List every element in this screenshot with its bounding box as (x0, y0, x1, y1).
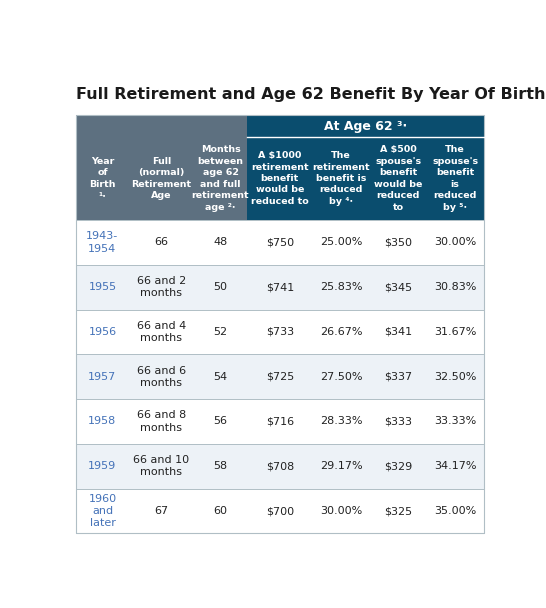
Text: 30.00%: 30.00% (434, 237, 476, 247)
Text: 33.33%: 33.33% (434, 416, 476, 426)
Text: 27.50%: 27.50% (320, 371, 363, 382)
Text: 30.83%: 30.83% (434, 282, 476, 292)
Text: 66 and 2
months: 66 and 2 months (136, 276, 186, 299)
Bar (76, 489, 484, 533)
Bar (194, 137, 247, 220)
Text: 1943-
1954: 1943- 1954 (86, 231, 118, 254)
Text: 28.33%: 28.33% (320, 416, 363, 426)
Text: The
spouse's
benefit
is
reduced
by ⁵⋅: The spouse's benefit is reduced by ⁵⋅ (432, 145, 478, 212)
Text: 32.50%: 32.50% (434, 371, 476, 382)
Text: $700: $700 (266, 506, 294, 516)
Text: 1958: 1958 (88, 416, 116, 426)
Text: 34.17%: 34.17% (434, 461, 476, 471)
Text: $329: $329 (384, 461, 412, 471)
Text: A $1000
retirement
benefit
would be
reduced to: A $1000 retirement benefit would be redu… (251, 151, 308, 206)
Text: 35.00%: 35.00% (434, 506, 476, 516)
Text: Full Retirement and Age 62 Benefit By Year Of Birth: Full Retirement and Age 62 Benefit By Ye… (76, 87, 545, 102)
Text: 66 and 4
months: 66 and 4 months (136, 321, 186, 343)
Text: 1960
and
later: 1960 and later (88, 494, 116, 528)
Text: A $500
spouse's
benefit
would be
reduced
to: A $500 spouse's benefit would be reduced… (374, 145, 423, 212)
Bar (76, 309, 484, 354)
Bar (247, 116, 484, 137)
Text: 25.83%: 25.83% (320, 282, 363, 292)
Text: Full
(normal)
Retirement
Age: Full (normal) Retirement Age (131, 157, 191, 200)
Text: $350: $350 (384, 237, 412, 247)
Text: 66 and 6
months: 66 and 6 months (136, 365, 186, 388)
Text: 54: 54 (213, 371, 228, 382)
Text: 1955: 1955 (88, 282, 116, 292)
Bar (76, 116, 247, 137)
Text: 1956: 1956 (88, 327, 116, 337)
Text: 26.67%: 26.67% (320, 327, 363, 337)
Text: 67: 67 (154, 506, 168, 516)
Text: $341: $341 (384, 327, 412, 337)
Text: $716: $716 (266, 416, 294, 426)
Text: $750: $750 (266, 237, 294, 247)
Text: 25.00%: 25.00% (320, 237, 363, 247)
Text: 1959: 1959 (88, 461, 116, 471)
Text: 29.17%: 29.17% (320, 461, 363, 471)
Bar (312, 137, 370, 220)
Text: $741: $741 (266, 282, 294, 292)
Text: $708: $708 (266, 461, 294, 471)
Text: $725: $725 (266, 371, 294, 382)
Text: $325: $325 (384, 506, 412, 516)
Bar (76, 354, 484, 399)
Text: 66 and 10
months: 66 and 10 months (133, 455, 189, 477)
Text: At Age 62 ³⋅: At Age 62 ³⋅ (324, 120, 407, 133)
Bar (76, 444, 484, 489)
Text: 48: 48 (213, 237, 228, 247)
Bar (129, 137, 194, 220)
Bar (76, 220, 484, 265)
Text: 52: 52 (213, 327, 228, 337)
Text: 31.67%: 31.67% (434, 327, 476, 337)
Text: Year
of
Birth
¹⋅: Year of Birth ¹⋅ (89, 157, 116, 200)
Text: $733: $733 (266, 327, 294, 337)
Text: $337: $337 (384, 371, 412, 382)
Text: $345: $345 (384, 282, 412, 292)
Text: Months
between
age 62
and full
retirement
age ²⋅: Months between age 62 and full retiremen… (192, 145, 250, 212)
Text: 1957: 1957 (88, 371, 116, 382)
Bar (76, 265, 484, 309)
Text: 50: 50 (213, 282, 228, 292)
Text: 66: 66 (155, 237, 168, 247)
Text: 30.00%: 30.00% (320, 506, 363, 516)
Text: 66 and 8
months: 66 and 8 months (136, 410, 186, 433)
Text: $333: $333 (384, 416, 412, 426)
Bar (426, 137, 484, 220)
Bar (247, 137, 312, 220)
Text: 56: 56 (213, 416, 228, 426)
Bar (76, 116, 484, 533)
Text: The
retirement
benefit is
reduced
by ⁴⋅: The retirement benefit is reduced by ⁴⋅ (312, 151, 370, 206)
Bar (76, 399, 484, 444)
Text: 60: 60 (213, 506, 228, 516)
Bar (76, 137, 129, 220)
Text: 58: 58 (213, 461, 228, 471)
Bar (370, 137, 426, 220)
